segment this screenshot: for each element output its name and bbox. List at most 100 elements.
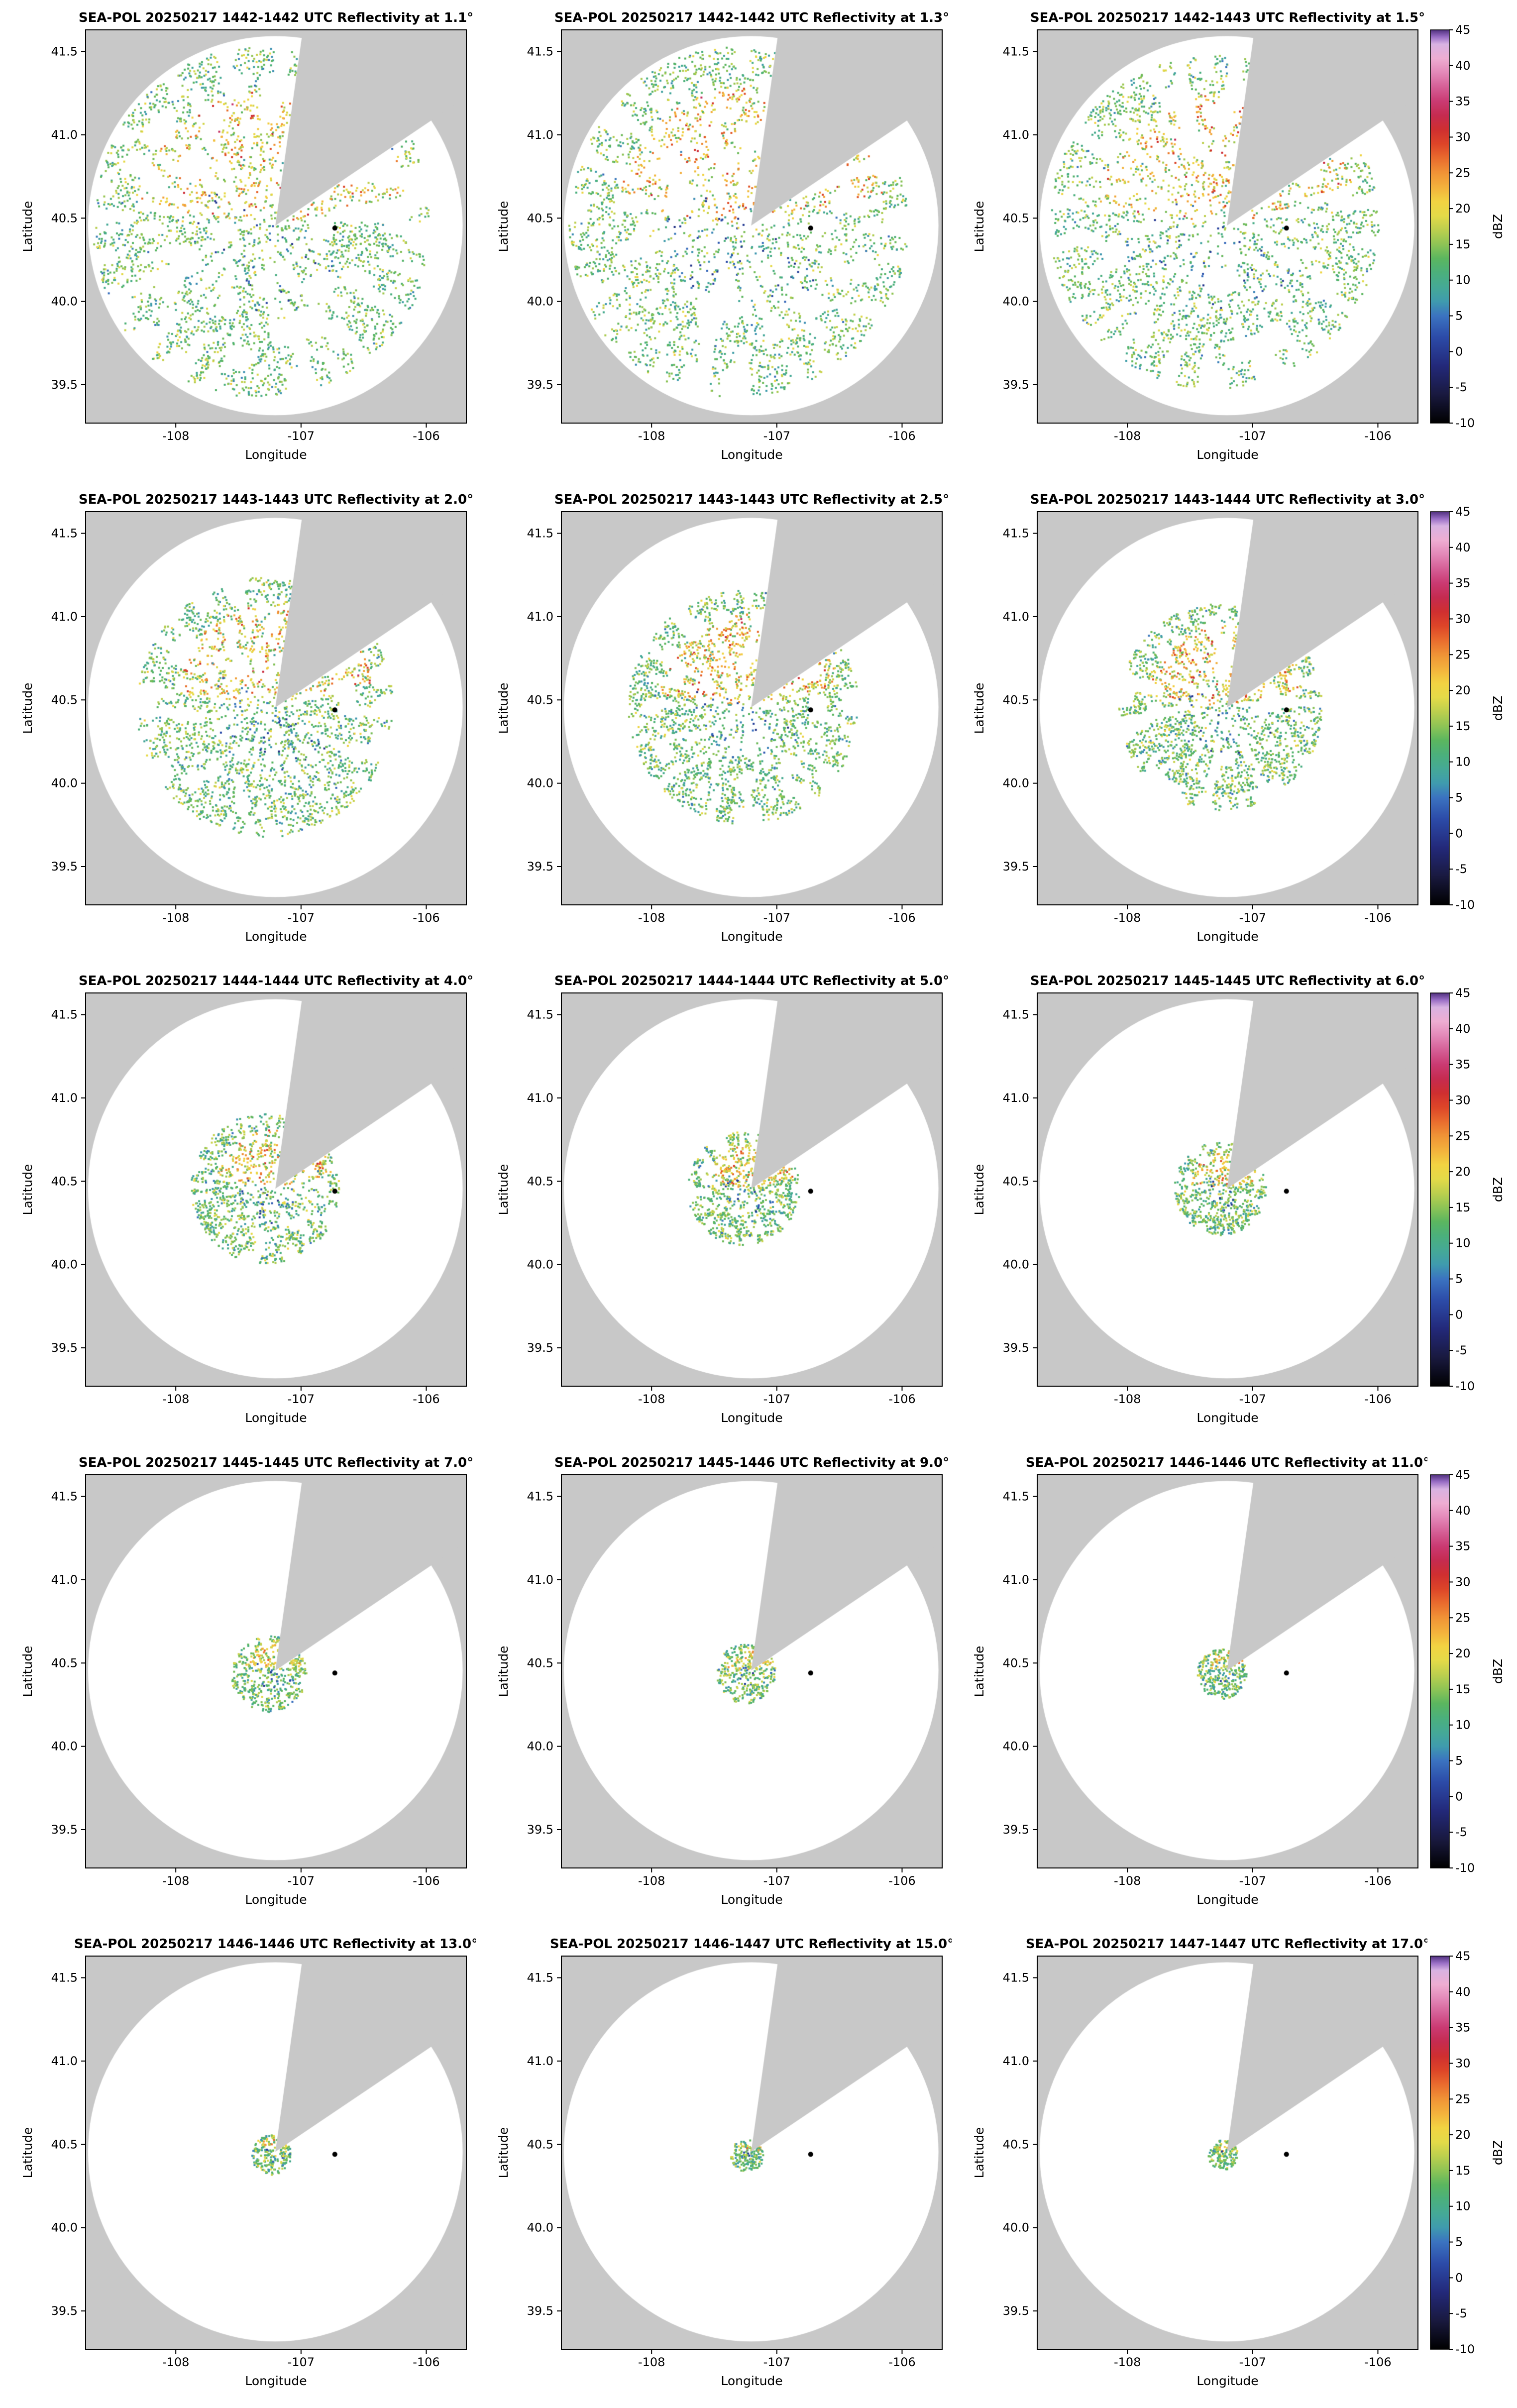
- radar-panel: SEA-POL 20250217 1445-1445 UTC Reflectiv…: [0, 1444, 476, 1926]
- y-axis-label: Latitude: [972, 2127, 986, 2179]
- y-tick-label: 41.5: [51, 1489, 78, 1503]
- plot-border: [85, 1474, 467, 1868]
- colorbar-svg: 45 40 35 30 25 20 15 10 5 0 -5 -10 dBZ: [1430, 23, 1505, 430]
- y-tick-label: 39.5: [51, 1823, 78, 1837]
- panel-axes: SEA-POL 20250217 1442-1442 UTC Reflectiv…: [20, 10, 473, 462]
- colorbar-tick-label: 45: [1455, 1949, 1471, 1963]
- colorbar-tick-label: 10: [1455, 1718, 1471, 1732]
- y-tick-label: 40.5: [527, 1656, 553, 1670]
- y-tick-label: 41.0: [1003, 609, 1029, 623]
- radar-panel: SEA-POL 20250217 1446-1446 UTC Reflectiv…: [952, 1444, 1427, 1926]
- radar-panel: SEA-POL 20250217 1446-1447 UTC Reflectiv…: [476, 1926, 952, 2408]
- plot-border: [561, 511, 943, 905]
- radar-ppi-canvas: [0, 1926, 476, 2408]
- x-axis-label: Longitude: [721, 1892, 782, 1907]
- figure-row-3: SEA-POL 20250217 1444-1444 UTC Reflectiv…: [0, 963, 1517, 1445]
- colorbar-tick-label: 40: [1455, 59, 1471, 73]
- y-axis-label: Latitude: [20, 201, 35, 252]
- y-tick-label: 40.5: [527, 1174, 553, 1188]
- figure-row-2: SEA-POL 20250217 1443-1443 UTC Reflectiv…: [0, 481, 1517, 964]
- figure-row-4: SEA-POL 20250217 1445-1445 UTC Reflectiv…: [0, 1444, 1517, 1927]
- y-tick-label: 39.5: [1003, 1341, 1029, 1355]
- plot-border: [561, 29, 943, 424]
- colorbar-tick-label: 10: [1455, 755, 1471, 768]
- y-tick-label: 41.5: [527, 45, 553, 59]
- panel-title: SEA-POL 20250217 1442-1443 UTC Reflectiv…: [1030, 10, 1425, 25]
- x-tick-label: -108: [638, 2355, 665, 2369]
- y-axis-label: Latitude: [496, 2127, 511, 2179]
- panel-title: SEA-POL 20250217 1445-1446 UTC Reflectiv…: [554, 1455, 949, 1470]
- y-tick-label: 41.0: [1003, 128, 1029, 142]
- colorbar-gradient: [1430, 1474, 1450, 1868]
- colorbar-svg: 45 40 35 30 25 20 15 10 5 0 -5 -10 dBZ: [1430, 986, 1505, 1393]
- y-axis-label: Latitude: [972, 682, 986, 734]
- x-tick-label: -107: [763, 1392, 790, 1406]
- y-axis-label: Latitude: [20, 2127, 35, 2179]
- panel-title: SEA-POL 20250217 1442-1442 UTC Reflectiv…: [554, 10, 949, 25]
- y-tick-label: 41.5: [51, 1008, 78, 1022]
- colorbar-tick-label: 0: [1455, 826, 1463, 840]
- radar-ppi-canvas: [0, 963, 476, 1445]
- y-tick-label: 41.0: [527, 609, 553, 623]
- x-tick-label: -108: [162, 2355, 189, 2369]
- colorbar-tick-label: -10: [1455, 2342, 1475, 2356]
- y-tick-label: 40.5: [527, 2138, 553, 2152]
- colorbar-tick-label: 30: [1455, 1575, 1471, 1589]
- x-tick-label: -106: [413, 1392, 439, 1406]
- x-tick-label: -107: [763, 1874, 790, 1888]
- colorbar-tick-label: -5: [1455, 1343, 1467, 1357]
- y-tick-label: 40.0: [527, 2221, 553, 2235]
- radar-ppi-canvas: [952, 963, 1427, 1445]
- x-tick-label: -107: [288, 1874, 315, 1888]
- colorbar-tick-label: 25: [1455, 1129, 1471, 1143]
- colorbar-svg: 45 40 35 30 25 20 15 10 5 0 -5 -10 dBZ: [1430, 1468, 1505, 1875]
- panel-title: SEA-POL 20250217 1443-1443 UTC Reflectiv…: [79, 492, 473, 507]
- x-tick-label: -108: [638, 1874, 665, 1888]
- colorbar-tick-label: 5: [1455, 1753, 1463, 1767]
- y-tick-label: 41.5: [1003, 1008, 1029, 1022]
- y-axis-label: Latitude: [496, 1645, 511, 1697]
- x-tick-label: -107: [1239, 429, 1266, 443]
- colorbar-tick-label: 5: [1455, 2235, 1463, 2249]
- x-tick-label: -106: [1364, 2355, 1391, 2369]
- colorbar-tick-label: 45: [1455, 986, 1471, 1000]
- x-tick-label: -108: [162, 1392, 189, 1406]
- panel-title: SEA-POL 20250217 1445-1445 UTC Reflectiv…: [1030, 974, 1425, 988]
- colorbar-tick-label: -10: [1455, 898, 1475, 912]
- x-axis-label: Longitude: [721, 447, 782, 462]
- x-tick-label: -106: [888, 911, 915, 925]
- panel-axes: SEA-POL 20250217 1446-1447 UTC Reflectiv…: [496, 1937, 952, 2388]
- x-tick-label: -106: [1364, 911, 1391, 925]
- y-tick-label: 41.5: [527, 1971, 553, 1985]
- x-tick-label: -108: [162, 911, 189, 925]
- y-tick-label: 40.0: [1003, 1258, 1029, 1272]
- x-tick-label: -106: [413, 2355, 439, 2369]
- y-tick-label: 39.5: [527, 2304, 553, 2318]
- colorbar-tick-label: 35: [1455, 1539, 1471, 1553]
- colorbar-tick-label: 10: [1455, 2199, 1471, 2213]
- colorbar-tick-label: 35: [1455, 1058, 1471, 1072]
- y-tick-label: 40.0: [1003, 1739, 1029, 1753]
- x-axis-label: Longitude: [245, 1411, 307, 1425]
- y-tick-label: 41.0: [1003, 1573, 1029, 1587]
- panel-title: SEA-POL 20250217 1447-1447 UTC Reflectiv…: [1026, 1937, 1427, 1952]
- x-tick-label: -108: [638, 1392, 665, 1406]
- panel-axes: SEA-POL 20250217 1444-1444 UTC Reflectiv…: [20, 974, 473, 1425]
- plot-border: [85, 1956, 467, 2350]
- panel-axes: SEA-POL 20250217 1447-1447 UTC Reflectiv…: [972, 1937, 1427, 2388]
- colorbar-tick-label: -10: [1455, 416, 1475, 430]
- colorbar: 45 40 35 30 25 20 15 10 5 0 -5 -10 dBZ: [1427, 482, 1517, 963]
- colorbar: 45 40 35 30 25 20 15 10 5 0 -5 -10 dBZ: [1427, 1445, 1517, 1926]
- y-tick-label: 41.5: [527, 526, 553, 540]
- x-tick-label: -107: [1239, 1392, 1266, 1406]
- panel-axes: SEA-POL 20250217 1442-1443 UTC Reflectiv…: [972, 10, 1425, 462]
- colorbar: 45 40 35 30 25 20 15 10 5 0 -5 -10 dBZ: [1427, 1926, 1517, 2408]
- plot-border: [1037, 511, 1418, 905]
- y-tick-label: 41.0: [51, 1573, 78, 1587]
- colorbar-tick-label: 40: [1455, 540, 1471, 554]
- colorbar-tick-label: 25: [1455, 2092, 1471, 2106]
- x-axis-label: Longitude: [1196, 447, 1258, 462]
- radar-ppi-canvas: [952, 0, 1427, 481]
- y-tick-label: 40.0: [527, 1739, 553, 1753]
- radar-ppi-canvas: [952, 481, 1427, 963]
